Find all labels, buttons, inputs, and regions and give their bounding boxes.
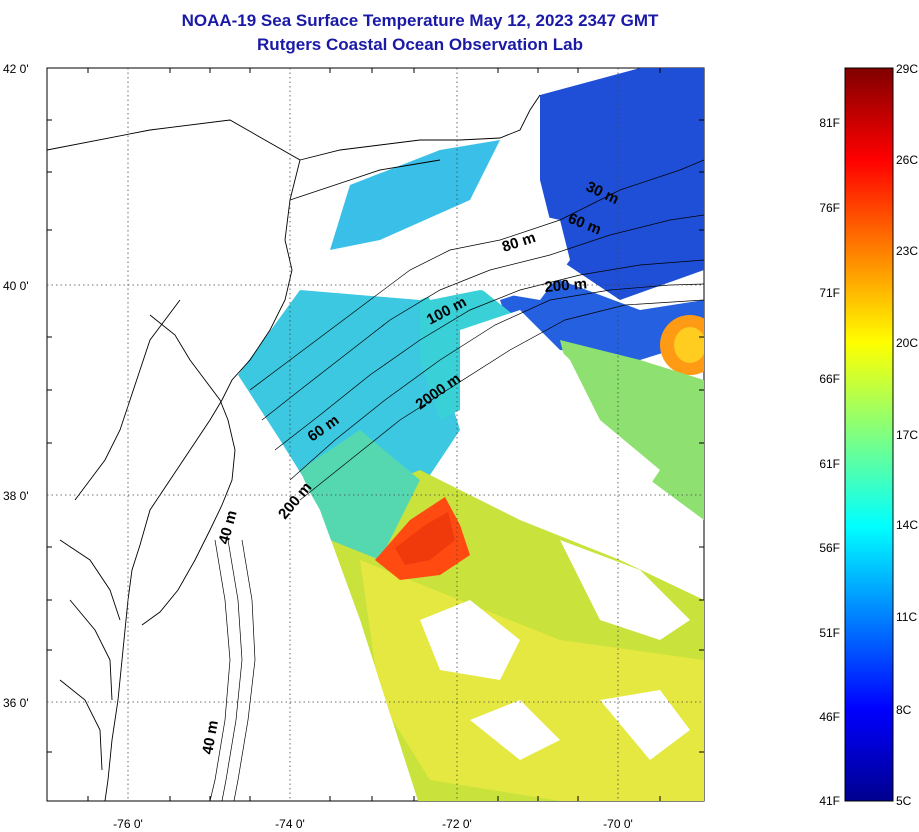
colorbar-c-label: 11C — [896, 610, 917, 624]
lat-tick-label-36: 36 0' — [3, 696, 29, 710]
lon-tick-label-70: -70 0' — [603, 817, 633, 831]
colorbar-f-label: 81F — [819, 116, 840, 130]
sst-swath — [238, 68, 704, 801]
colorbar-c-label: 14C — [896, 518, 918, 532]
colorbar-c-label: 17C — [896, 428, 918, 442]
colorbar-f-label: 56F — [819, 541, 840, 555]
colorbar-c-label: 8C — [896, 703, 912, 717]
lon-tick-label-72: -72 0' — [442, 817, 472, 831]
lon-tick-label-74: -74 0' — [275, 817, 305, 831]
lat-tick-label-40: 40 0' — [3, 279, 29, 293]
contour-label-200m-north: 200 m — [544, 275, 588, 296]
colorbar-f-label: 76F — [819, 201, 840, 215]
lat-tick-label-42: 42 0' — [3, 62, 29, 76]
colorbar-c-label: 23C — [896, 244, 918, 258]
colorbar-c-label: 26C — [896, 153, 918, 167]
contour-label-40m-south: 40 m — [199, 719, 222, 756]
colorbar-f-label: 71F — [819, 286, 840, 300]
colorbar-fahrenheit-labels: 81F 76F 71F 66F 61F 56F 51F 46F 41F — [819, 116, 840, 808]
minor-ticks — [47, 68, 704, 801]
colorbar-f-label: 46F — [819, 710, 840, 724]
colorbar-c-label: 5C — [896, 794, 912, 808]
lon-tick-label-76: -76 0' — [113, 817, 143, 831]
colorbar-f-label: 66F — [819, 372, 840, 386]
colorbar-celsius-labels: 29C 26C 23C 20C 17C 14C 11C 8C 5C — [896, 62, 918, 808]
map-title-line1: NOAA-19 Sea Surface Temperature May 12, … — [181, 11, 659, 30]
colorbar — [844, 67, 894, 802]
colorbar-c-label: 29C — [896, 62, 918, 76]
colorbar-f-label: 61F — [819, 457, 840, 471]
map-title-line2: Rutgers Coastal Ocean Observation Lab — [257, 35, 583, 54]
colorbar-f-label: 41F — [819, 794, 840, 808]
graticule — [47, 68, 704, 801]
bathymetry-contours — [209, 159, 704, 801]
lat-tick-label-38: 38 0' — [3, 489, 29, 503]
colorbar-c-label: 20C — [896, 336, 918, 350]
colorbar-f-label: 51F — [819, 626, 840, 640]
